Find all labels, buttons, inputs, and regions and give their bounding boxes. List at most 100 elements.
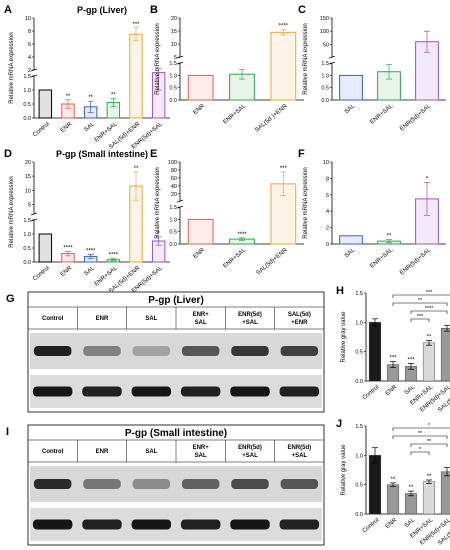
- y-tick-label: 2: [28, 68, 31, 74]
- panel-e: E Relative mRNA expression 0.0 0.5 1.0 1.5 20 4…: [150, 148, 304, 277]
- panel-letter: B: [150, 4, 158, 16]
- blot-band: [82, 519, 122, 530]
- significance-label: ***: [389, 356, 397, 362]
- blot-band: [32, 519, 73, 530]
- panel-letter: H: [336, 285, 344, 297]
- blot-band: [230, 386, 270, 397]
- y-tick-label: 100: [320, 29, 329, 35]
- panel-d: D P-gp (Small intestine) Relative mRNA exp…: [4, 148, 170, 295]
- comparison-bracket: [392, 435, 448, 439]
- membrane-target: [30, 466, 322, 502]
- significance-label: ****: [63, 245, 73, 251]
- y-tick-label: 150: [320, 16, 329, 22]
- lane-label: SAL: [145, 316, 157, 322]
- blot-band: [180, 519, 221, 530]
- y-tick-label: 4: [326, 209, 329, 215]
- panel-j: J Relative gray value 0.0 0.5 1.0 1.5 Control *…: [336, 418, 450, 547]
- significance-label: **: [391, 477, 396, 483]
- y-tick-label: 60: [171, 176, 177, 182]
- x-tick-label: SAL: [83, 265, 96, 277]
- membrane-reference: [30, 508, 322, 541]
- panel-letter: C: [298, 4, 306, 16]
- lane-label: +SAL: [242, 453, 258, 459]
- y-tick-label: 0.0: [23, 260, 31, 266]
- x-tick-label: ENR: [385, 517, 399, 530]
- y-tick-label: 1.0: [355, 320, 363, 326]
- y-tick-label: 10: [171, 42, 177, 48]
- lane-label: SAL: [195, 320, 207, 326]
- y-tick-label: 1.5: [169, 205, 177, 211]
- blot-band: [83, 479, 121, 489]
- bar: [368, 455, 382, 515]
- lane-label: +ENR: [291, 320, 308, 326]
- x-tick-label: ENR: [60, 265, 74, 278]
- comparison-bracket: [392, 294, 450, 298]
- bracket-label: *: [419, 447, 422, 453]
- panel-letter: E: [150, 148, 157, 160]
- x-tick-label: ENR: [60, 121, 74, 134]
- y-tick-label: 0.0: [169, 242, 177, 248]
- y-tick-label: 0: [326, 242, 329, 248]
- blot-band: [231, 479, 269, 489]
- y-tick-label: 2: [326, 226, 329, 232]
- panel-letter: J: [336, 418, 342, 430]
- bracket-label: ***: [417, 314, 424, 320]
- panel-h: H Relative gray value 0.0 0.5 1.0 1.5 Control *…: [336, 285, 450, 414]
- significance-label: *: [426, 177, 429, 183]
- x-tick-label: ENR: [192, 247, 206, 260]
- significance-label: ***: [407, 357, 415, 363]
- y-tick-label: 0.5: [355, 350, 363, 356]
- blot-band: [131, 386, 172, 397]
- y-tick-label: 0.0: [355, 512, 363, 518]
- bracket-label: **: [418, 298, 423, 304]
- y-tick-label: 1.5: [321, 61, 329, 67]
- y-tick-label: 0.0: [169, 98, 177, 104]
- bracket-label: **: [427, 439, 432, 445]
- lane-label: Control: [42, 449, 64, 455]
- y-tick-label: 100: [168, 160, 177, 166]
- x-tick-label: SAL: [83, 121, 96, 133]
- panel-a: A P-gp (Liver) Relative mRNA expression 0.0…: [4, 4, 170, 151]
- blot-band: [181, 479, 220, 489]
- y-tick-label: 1.0: [355, 453, 363, 459]
- y-tick-label: 1.0: [169, 73, 177, 79]
- bar: [368, 322, 382, 382]
- comparison-bracket: [410, 310, 448, 314]
- x-tick-label: Control: [32, 265, 51, 282]
- panel-f: F Relative mRNA expression 0 2 4 6 8 10 SAL ** ENR…: [298, 148, 446, 277]
- blot-band: [180, 386, 221, 397]
- bar: [386, 484, 400, 515]
- x-tick-label: ENR+SAL: [222, 103, 247, 126]
- lane-label: SAL: [145, 449, 157, 455]
- y-tick-label: 1.0: [169, 217, 177, 223]
- bracket-label: *: [428, 423, 431, 429]
- significance-label: ***: [132, 22, 140, 28]
- comparison-bracket: [392, 427, 450, 431]
- blot-band: [230, 519, 270, 530]
- y-tick-label: 1.5: [169, 61, 177, 67]
- membrane-reference: [30, 375, 322, 408]
- panel-letter: A: [4, 4, 12, 16]
- significance-label: **: [88, 95, 93, 101]
- y-tick-label: 6: [326, 193, 329, 199]
- blot-title: P-gp (Small intestine): [125, 428, 227, 439]
- bracket-label: ****: [425, 306, 434, 312]
- y-tick-label: 8: [28, 29, 31, 35]
- significance-label: *: [157, 231, 160, 237]
- x-tick-label: SAL(5d)+ENR: [256, 247, 290, 277]
- lane-label: ENR(5d): [287, 445, 311, 451]
- comparison-bracket: [410, 318, 430, 322]
- y-axis-label: Relative mRNA expression: [155, 23, 161, 94]
- y-tick-label: 80: [171, 168, 177, 174]
- bar: [187, 74, 214, 101]
- blot-band: [32, 386, 73, 397]
- significance-label: ****: [279, 24, 289, 30]
- bar: [440, 471, 450, 515]
- bar: [38, 89, 53, 119]
- blot-band: [82, 386, 122, 397]
- y-tick-label: 0.0: [23, 116, 31, 122]
- x-tick-label: SAL: [404, 517, 417, 529]
- y-tick-label: 1.5: [355, 424, 363, 430]
- y-axis-label: Relative mRNA expression: [9, 32, 15, 103]
- significance-label: **: [66, 94, 71, 100]
